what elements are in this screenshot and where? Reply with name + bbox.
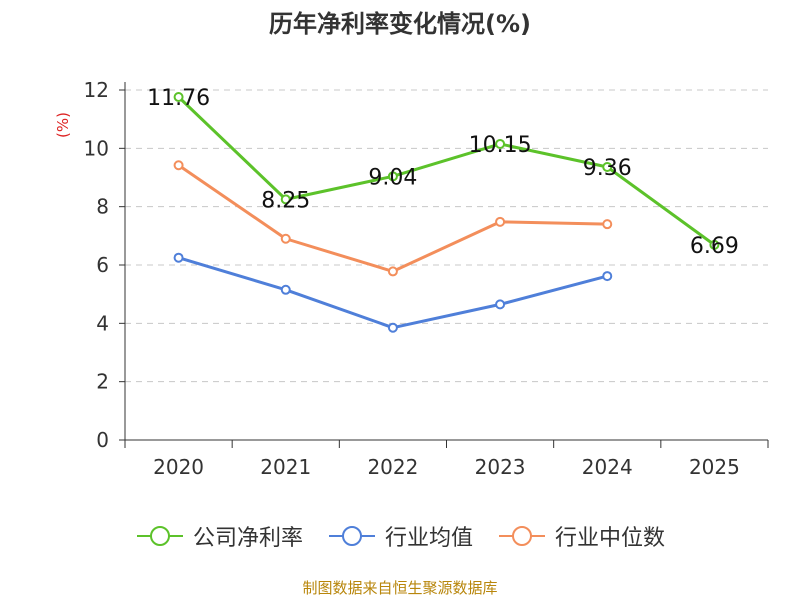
legend-item[interactable]: 行业均值 — [327, 520, 473, 552]
data-point — [173, 160, 184, 171]
data-point — [387, 266, 398, 277]
legend-swatch-icon — [328, 526, 375, 546]
legend-label: 行业均值 — [384, 526, 473, 551]
axis-layer: 0 2 4 6 8 10 12 2020 2021 2022 2023 2024 2025 (%) — [54, 78, 769, 479]
legend-swatch-icon — [136, 526, 183, 546]
data-label: 11.76 — [147, 86, 210, 111]
data-point — [387, 322, 398, 333]
data-label: 8.25 — [261, 188, 310, 213]
legend: 公司净利率 行业均值 行业中位数 — [0, 520, 800, 552]
legend-label: 行业中位数 — [555, 526, 666, 551]
x-tick-label: 2022 — [367, 455, 418, 479]
source-note: 制图数据来自恒生聚源数据库 — [302, 579, 498, 597]
data-label-layer: 11.76 8.25 9.04 10.15 9.36 6.69 — [147, 86, 739, 259]
x-tick-label: 2023 — [475, 455, 526, 479]
data-point — [602, 219, 613, 230]
y-tick-label: 0 — [96, 428, 109, 452]
y-tick-label: 2 — [96, 370, 109, 394]
data-label: 9.04 — [368, 165, 417, 190]
data-point — [280, 233, 291, 244]
data-label: 6.69 — [690, 234, 739, 259]
y-tick-label: 6 — [96, 253, 109, 277]
data-label: 9.36 — [583, 156, 632, 181]
data-point — [602, 162, 613, 172]
data-point — [173, 252, 184, 263]
legend-label: 公司净利率 — [192, 526, 303, 551]
legend-item[interactable]: 公司净利率 — [135, 520, 303, 552]
legend-swatch-icon — [499, 526, 545, 546]
data-point — [495, 299, 506, 310]
x-tick-label: 2024 — [582, 455, 633, 479]
data-label: 10.15 — [469, 133, 532, 158]
y-tick-label: 12 — [84, 78, 109, 102]
data-point — [173, 92, 184, 102]
y-tick-label: 4 — [96, 311, 109, 335]
y-axis-label: (%) — [54, 112, 72, 138]
x-tick-label: 2021 — [260, 455, 311, 479]
data-point — [280, 194, 291, 205]
data-point — [495, 216, 506, 227]
y-tick-label: 8 — [96, 195, 109, 219]
chart-title: 历年净利率变化情况(%) — [269, 10, 531, 38]
series-layer — [173, 92, 720, 333]
y-tick-label: 10 — [84, 136, 109, 160]
data-point — [602, 271, 613, 282]
legend-item[interactable]: 行业中位数 — [497, 520, 665, 552]
x-tick-label: 2020 — [153, 455, 204, 479]
series-line — [177, 95, 716, 247]
grid-layer — [125, 89, 768, 383]
x-tick-label: 2025 — [689, 455, 740, 479]
data-point — [709, 239, 720, 250]
data-point — [495, 138, 506, 149]
data-point — [280, 284, 291, 295]
data-point — [387, 171, 398, 182]
